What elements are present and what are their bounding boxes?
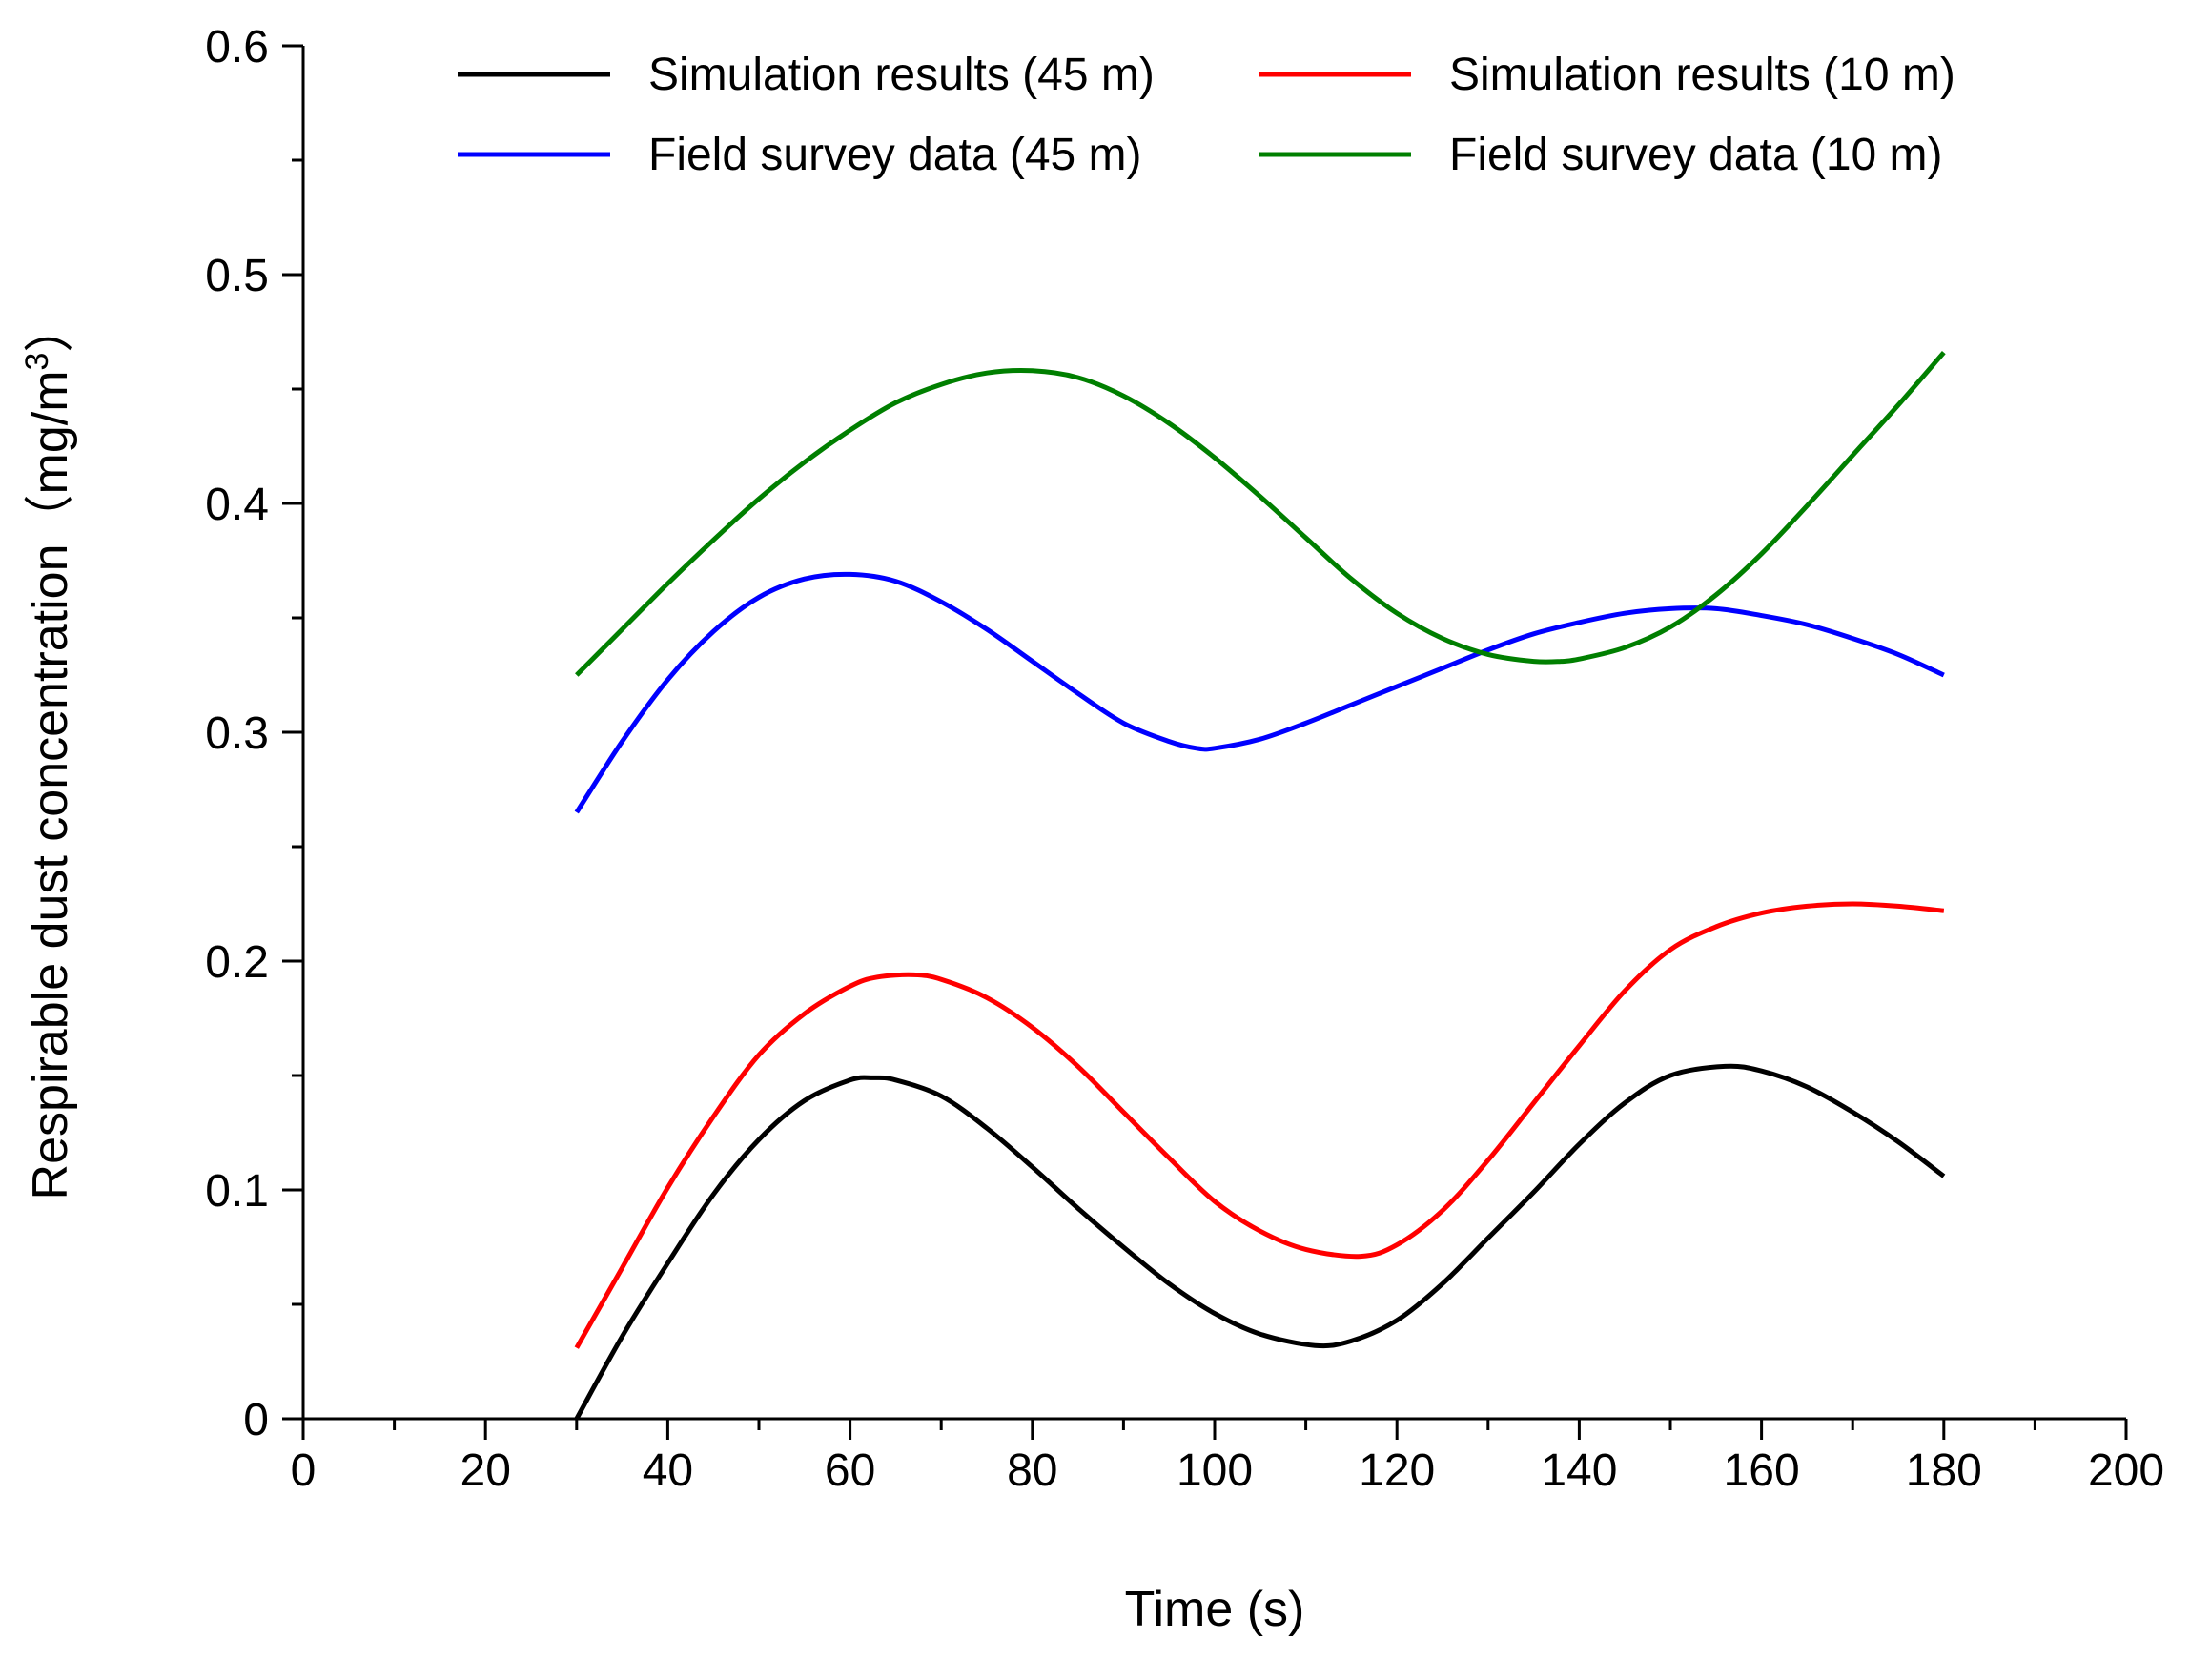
legend-label: Simulation results (45 m) xyxy=(648,50,1155,100)
y-tick-label: 0.4 xyxy=(205,480,269,530)
x-tick-label: 180 xyxy=(1906,1445,1982,1496)
y-tick-label: 0.2 xyxy=(205,937,269,988)
x-tick-label: 120 xyxy=(1359,1445,1435,1496)
y-axis-title-main: Respirable dust concentration（mg/m xyxy=(23,370,78,1199)
legend: Simulation results (45 m) Simulation resu… xyxy=(458,50,1955,180)
x-tick-label: 160 xyxy=(1724,1445,1800,1496)
legend-label: Simulation results (10 m) xyxy=(1449,50,1955,100)
series-line-2 xyxy=(574,901,1945,1349)
series-layer xyxy=(574,350,1946,1421)
y-tick-label: 0.1 xyxy=(205,1166,269,1217)
y-axis-title-superscript: 3 xyxy=(19,353,55,371)
y-axis-title: Respirable dust concentration（mg/m3） xyxy=(19,303,78,1200)
x-tick-label: 140 xyxy=(1541,1445,1617,1496)
series-line-1 xyxy=(574,1063,1946,1421)
y-tick-label: 0 xyxy=(243,1395,269,1445)
x-tick-label: 60 xyxy=(825,1445,875,1496)
series-line-4 xyxy=(575,350,1946,677)
legend-label: Field survey data (10 m) xyxy=(1449,130,1943,180)
y-tick-label: 0.3 xyxy=(205,708,269,759)
x-tick-label: 100 xyxy=(1177,1445,1253,1496)
series-line-3 xyxy=(574,571,1945,814)
x-tick-label: 80 xyxy=(1007,1445,1057,1496)
y-axis-title-close: ） xyxy=(23,303,78,353)
x-tick-label: 40 xyxy=(643,1445,693,1496)
axes: 0 20 40 60 80 100 120 140 160 180 200 0 0.1 0.2 0.3 0.4… xyxy=(205,22,2164,1496)
y-tick-label: 0.6 xyxy=(205,22,269,72)
x-axis-title: Time (s) xyxy=(1125,1582,1305,1637)
x-tick-label: 200 xyxy=(2088,1445,2164,1496)
y-tick-label: 0.5 xyxy=(205,251,269,301)
x-tick-label: 0 xyxy=(291,1445,317,1496)
legend-label: Field survey data (45 m) xyxy=(648,130,1142,180)
x-tick-label: 20 xyxy=(461,1445,511,1496)
